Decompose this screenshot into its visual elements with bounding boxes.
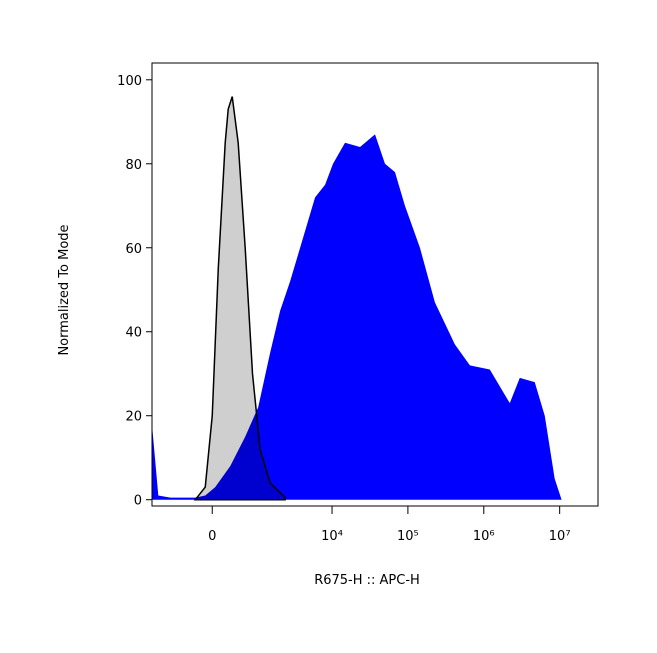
y-tick-label: 0: [134, 494, 142, 509]
y-axis-title: Normalized To Mode: [57, 224, 72, 355]
y-tick-label: 100: [117, 74, 142, 89]
y-tick-label: 40: [125, 326, 142, 341]
y-tick-label: 20: [125, 410, 142, 425]
x-tick-label: 10⁷: [549, 529, 571, 544]
x-axis-title: R675-H :: APC-H: [314, 573, 420, 588]
x-tick-label: 10⁶: [473, 529, 495, 544]
x-tick-label: 10⁴: [321, 529, 343, 544]
plot-frame: [151, 62, 599, 507]
histogram-area: [152, 134, 562, 500]
y-tick-label: 80: [125, 158, 142, 173]
x-tick-label: 0: [208, 529, 216, 544]
x-tick-label: 10⁵: [397, 529, 419, 544]
histogram-area: [193, 96, 286, 501]
y-tick-label: 60: [125, 242, 142, 257]
